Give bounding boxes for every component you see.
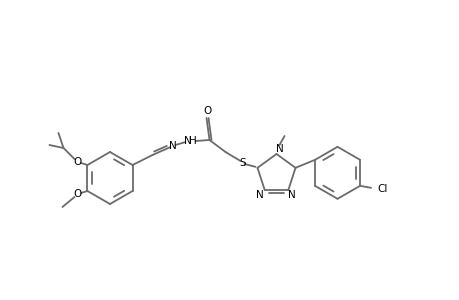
Text: S: S (239, 158, 245, 168)
Text: Cl: Cl (376, 184, 386, 194)
Text: O: O (73, 189, 81, 199)
Text: O: O (203, 106, 211, 116)
Text: N: N (183, 136, 191, 146)
Text: N: N (288, 190, 296, 200)
Text: N: N (275, 144, 283, 154)
Text: O: O (73, 157, 81, 167)
Text: N: N (168, 141, 176, 151)
Text: H: H (188, 136, 196, 146)
Text: N: N (255, 190, 263, 200)
